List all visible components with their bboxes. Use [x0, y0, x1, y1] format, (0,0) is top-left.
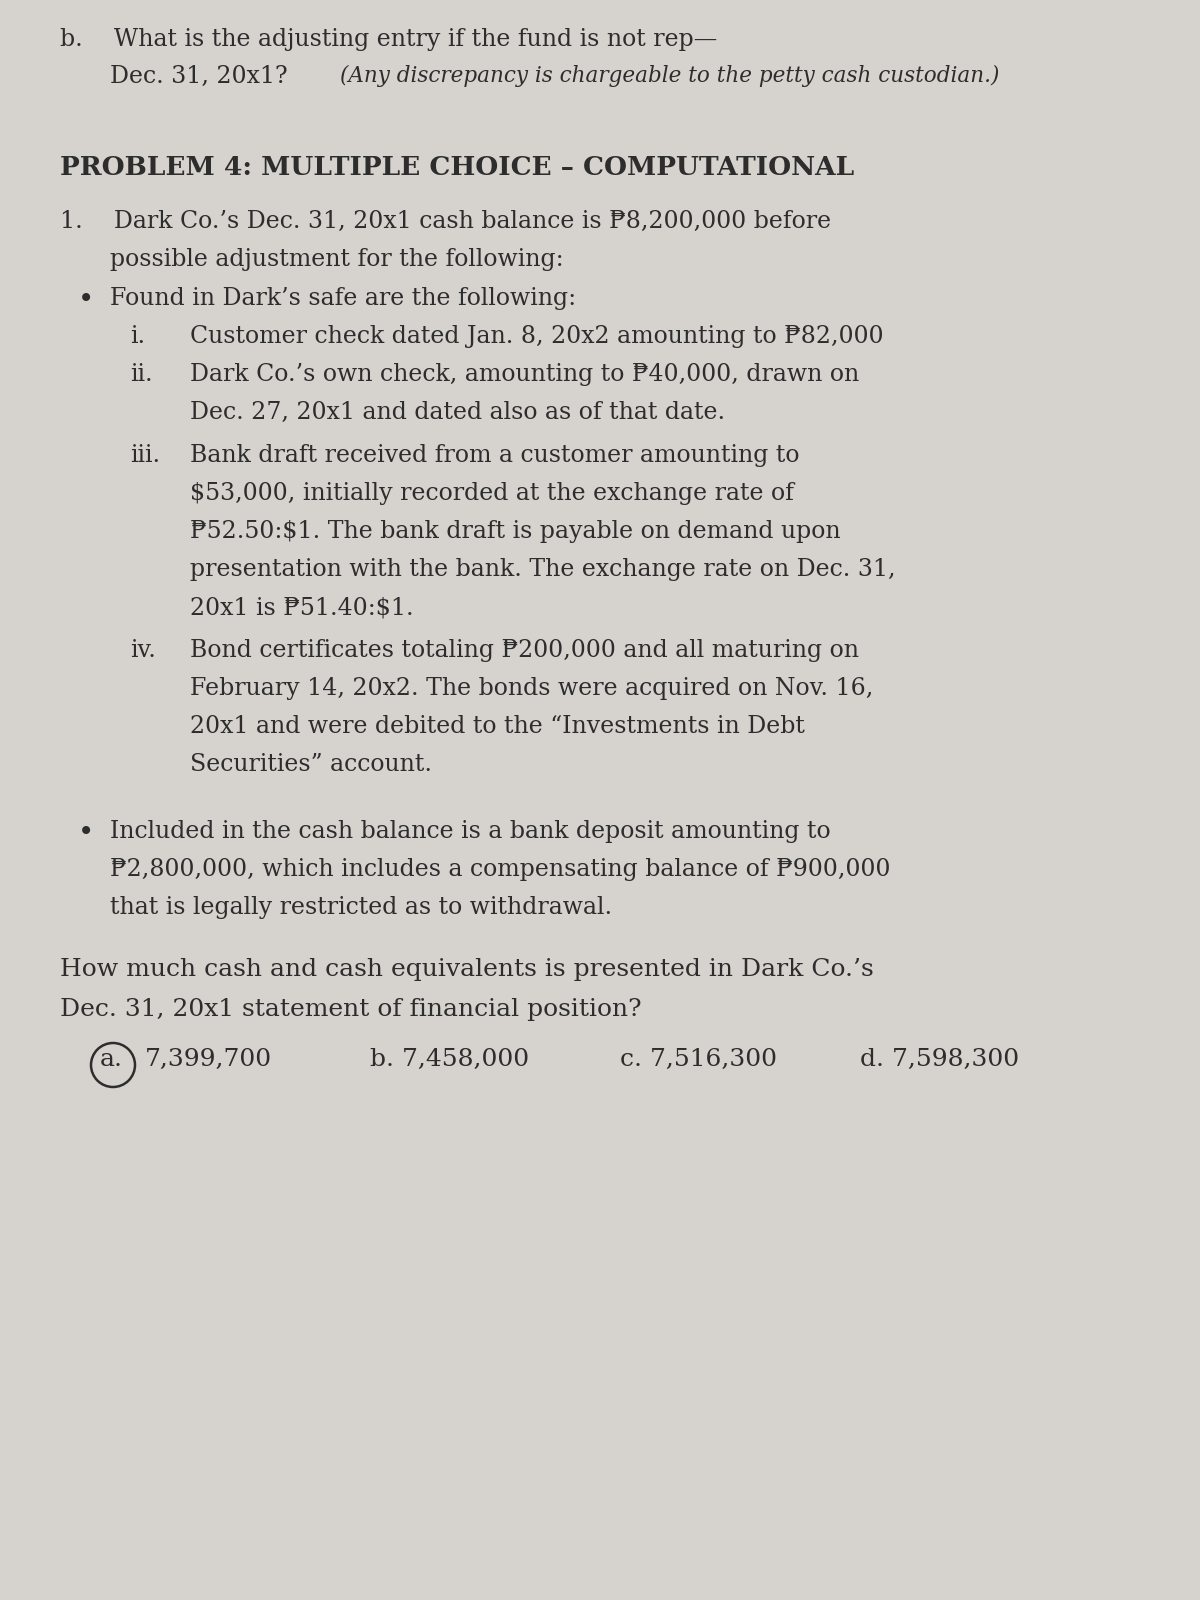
- Text: 7,399,700: 7,399,700: [145, 1048, 272, 1070]
- Text: ii.: ii.: [130, 363, 152, 386]
- Text: presentation with the bank. The exchange rate on Dec. 31,: presentation with the bank. The exchange…: [190, 558, 895, 581]
- Text: that is legally restricted as to withdrawal.: that is legally restricted as to withdra…: [110, 896, 612, 918]
- Text: Customer check dated Jan. 8, 20x2 amounting to ₱82,000: Customer check dated Jan. 8, 20x2 amount…: [190, 325, 883, 349]
- Text: 1.  Dark Co.’s Dec. 31, 20x1 cash balance is ₱8,200,000 before: 1. Dark Co.’s Dec. 31, 20x1 cash balance…: [60, 210, 832, 234]
- Text: PROBLEM 4: MULTIPLE CHOICE – COMPUTATIONAL: PROBLEM 4: MULTIPLE CHOICE – COMPUTATION…: [60, 155, 854, 179]
- Text: Bond certificates totaling ₱200,000 and all maturing on: Bond certificates totaling ₱200,000 and …: [190, 638, 859, 662]
- Text: Dec. 31, 20x1?: Dec. 31, 20x1?: [110, 66, 295, 88]
- Text: 20x1 and were debited to the “Investments in Debt: 20x1 and were debited to the “Investment…: [190, 715, 805, 738]
- Text: Dec. 27, 20x1 and dated also as of that date.: Dec. 27, 20x1 and dated also as of that …: [190, 402, 725, 424]
- Text: Dark Co.’s own check, amounting to ₱40,000, drawn on: Dark Co.’s own check, amounting to ₱40,0…: [190, 363, 859, 386]
- Text: b. 7,458,000: b. 7,458,000: [370, 1048, 529, 1070]
- Text: a.: a.: [100, 1048, 124, 1070]
- Text: $53,000, initially recorded at the exchange rate of: $53,000, initially recorded at the excha…: [190, 482, 794, 506]
- Text: ₱52.50:$1. The bank draft is payable on demand upon: ₱52.50:$1. The bank draft is payable on …: [190, 520, 841, 542]
- Text: How much cash and cash equivalents is presented in Dark Co.’s: How much cash and cash equivalents is pr…: [60, 958, 874, 981]
- Text: Dec. 31, 20x1 statement of financial position?: Dec. 31, 20x1 statement of financial pos…: [60, 998, 642, 1021]
- Text: Securities” account.: Securities” account.: [190, 754, 432, 776]
- Text: b.  What is the adjusting entry if the fund is not rep—: b. What is the adjusting entry if the fu…: [60, 27, 718, 51]
- Text: Found in Dark’s safe are the following:: Found in Dark’s safe are the following:: [110, 286, 576, 310]
- Text: February 14, 20x2. The bonds were acquired on Nov. 16,: February 14, 20x2. The bonds were acquir…: [190, 677, 874, 701]
- Text: Bank draft received from a customer amounting to: Bank draft received from a customer amou…: [190, 443, 799, 467]
- Text: ₱2,800,000, which includes a compensating balance of ₱900,000: ₱2,800,000, which includes a compensatin…: [110, 858, 890, 882]
- Text: iv.: iv.: [130, 638, 156, 662]
- Text: •: •: [78, 286, 95, 314]
- Text: (Any discrepancy is chargeable to the petty cash custodian.): (Any discrepancy is chargeable to the pe…: [340, 66, 1000, 86]
- Text: i.: i.: [130, 325, 145, 349]
- Text: d. 7,598,300: d. 7,598,300: [860, 1048, 1019, 1070]
- Text: iii.: iii.: [130, 443, 160, 467]
- Text: •: •: [78, 819, 95, 846]
- Text: Included in the cash balance is a bank deposit amounting to: Included in the cash balance is a bank d…: [110, 819, 830, 843]
- Text: 20x1 is ₱51.40:$1.: 20x1 is ₱51.40:$1.: [190, 595, 414, 619]
- Text: possible adjustment for the following:: possible adjustment for the following:: [110, 248, 564, 270]
- Text: c. 7,516,300: c. 7,516,300: [620, 1048, 778, 1070]
